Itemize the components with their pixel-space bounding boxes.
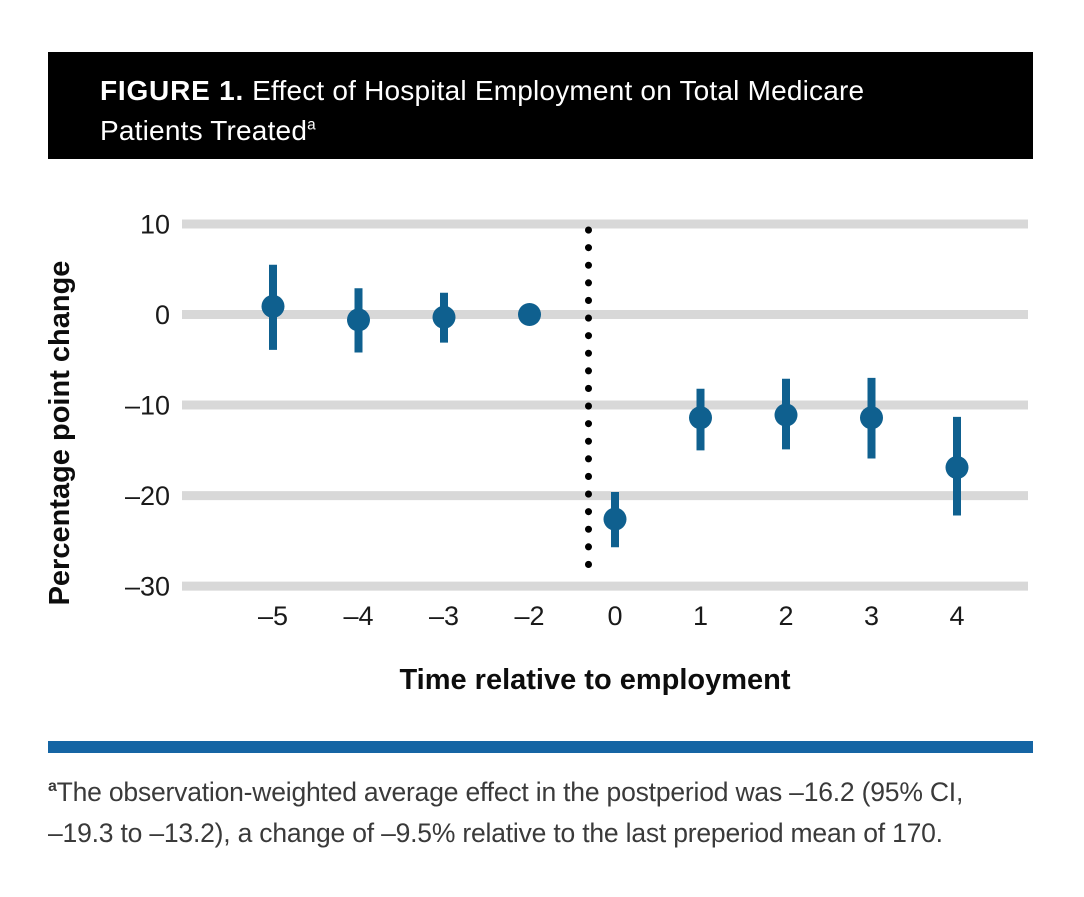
y-tick-label: 10 [140,209,170,239]
figure-title-banner: FIGURE 1. Effect of Hospital Employment … [48,52,1033,159]
x-tick-label: –4 [343,601,373,631]
data-point [518,303,541,326]
x-axis-title: Time relative to employment [399,664,790,696]
x-tick-label: –2 [514,601,544,631]
x-tick-label: 1 [693,601,708,631]
x-tick-label: 4 [949,601,964,631]
x-tick-label: 3 [864,601,879,631]
x-tick-label: –5 [258,601,288,631]
data-point [261,294,285,318]
data-point [347,308,370,332]
data-point [860,406,883,430]
y-tick-label: –10 [125,391,170,421]
data-point [689,406,712,430]
divider-rule [48,741,1033,753]
y-tick-label: –20 [125,481,170,511]
footnote-text-line1: The observation-weighted average effect … [56,777,964,807]
footnote-text-line2: –19.3 to –13.2), a change of –9.5% relat… [48,818,943,848]
footnote: aThe observation-weighted average effect… [48,772,1038,854]
figure-title-line2: Patients Treateda [100,111,893,151]
x-tick-label: 0 [607,601,622,631]
x-tick-label: 2 [778,601,793,631]
y-tick-label: 0 [155,300,170,330]
figure-label: FIGURE 1. [100,75,245,106]
footnote-marker: a [48,778,57,796]
data-point [945,456,969,480]
figure-title-text: Effect of Hospital Employment on Total M… [252,75,865,106]
footnote-line1: aThe observation-weighted average effect… [48,772,1038,813]
y-axis-title: Percentage point change [44,261,76,606]
y-tick-label: –30 [125,572,170,602]
data-point [603,507,627,531]
figure-title-footnote-marker: a [307,116,316,134]
x-tick-label: –3 [429,601,459,631]
figure-title-line1: FIGURE 1. Effect of Hospital Employment … [100,71,893,111]
figure-title-text-2: Patients Treated [100,115,308,146]
data-point [432,305,456,329]
data-point [774,403,798,427]
